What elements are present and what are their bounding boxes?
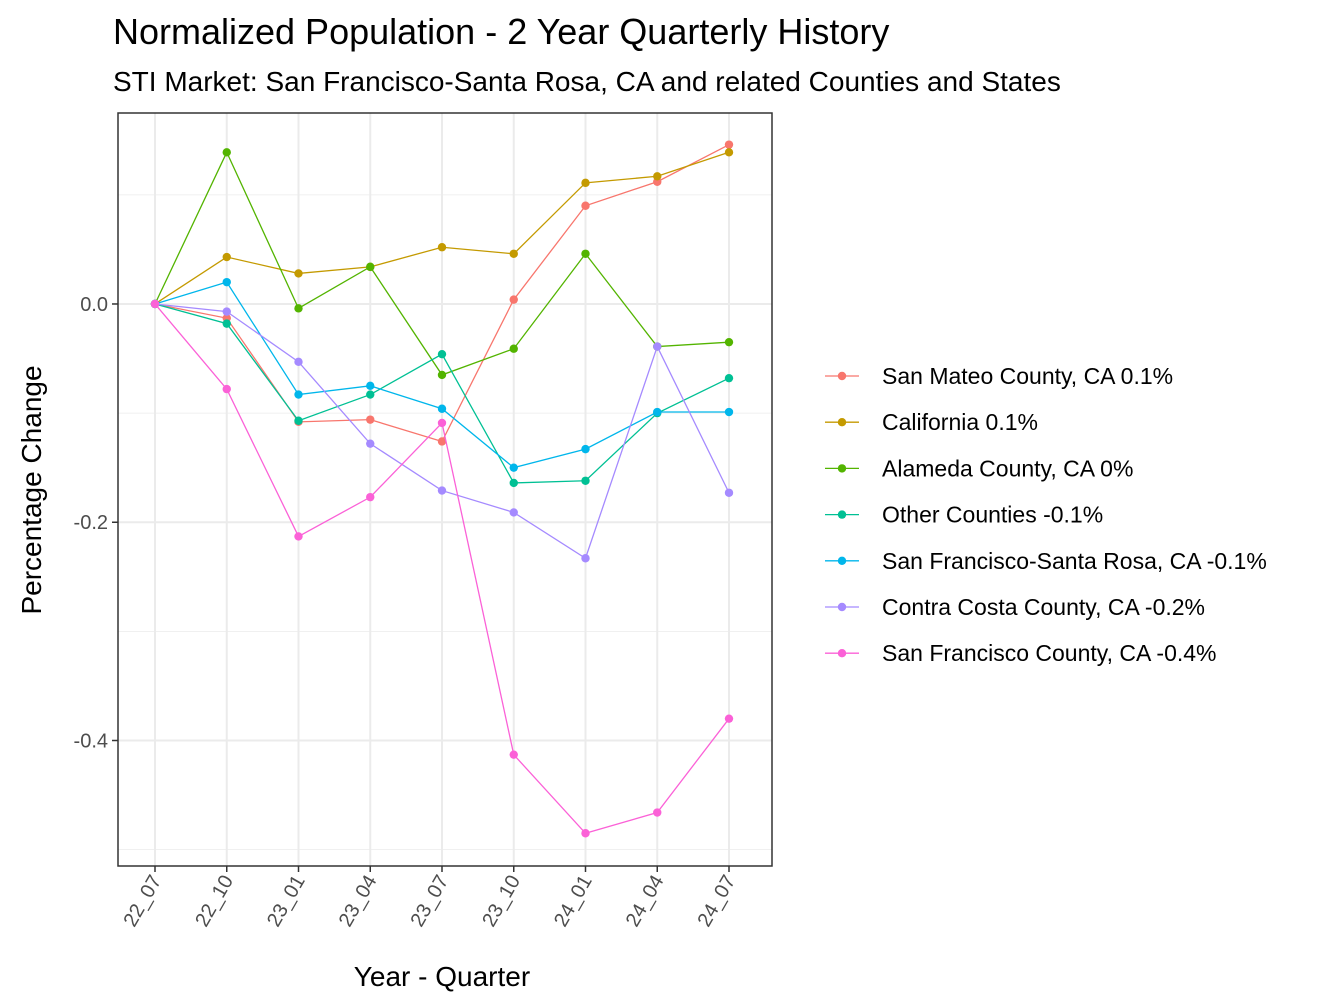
data-point — [366, 381, 375, 391]
legend-label: California 0.1% — [882, 409, 1038, 435]
data-point — [509, 750, 518, 759]
data-point — [222, 252, 231, 262]
data-point — [294, 390, 303, 399]
data-point — [653, 407, 662, 417]
data-point — [222, 384, 231, 394]
data-point — [724, 140, 734, 149]
data-point — [724, 488, 734, 497]
y-tick-label: 0.0 — [80, 294, 108, 316]
data-point — [437, 418, 447, 428]
data-point — [437, 370, 447, 380]
data-point — [294, 357, 303, 367]
data-point — [581, 476, 590, 485]
data-point — [509, 295, 518, 304]
data-point — [581, 178, 590, 188]
data-point — [437, 486, 447, 495]
legend-item: Other Counties -0.1% — [825, 502, 1103, 528]
data-point — [294, 269, 303, 278]
data-point — [724, 148, 734, 157]
data-point — [724, 337, 734, 347]
data-point — [222, 307, 231, 316]
data-point — [150, 299, 160, 309]
legend-key-point — [837, 556, 847, 565]
x-tick-label: 24_07 — [693, 872, 740, 931]
series-group — [150, 299, 734, 838]
data-point — [437, 243, 447, 252]
legend-item: Alameda County, CA 0% — [825, 455, 1133, 481]
legend-label: San Mateo County, CA 0.1% — [882, 363, 1173, 389]
data-point — [437, 349, 447, 359]
y-tick-label: -0.4 — [74, 731, 108, 753]
data-point — [366, 439, 375, 448]
data-point — [222, 148, 231, 157]
data-point — [581, 554, 590, 563]
x-tick-label: 23_07 — [406, 872, 453, 931]
data-point — [366, 390, 375, 399]
data-point — [653, 808, 662, 817]
data-point — [581, 829, 590, 838]
legend-key-point — [837, 464, 847, 473]
data-point — [509, 478, 518, 488]
x-axis-title: Year - Quarter — [354, 961, 530, 992]
y-axis-title: Percentage Change — [16, 365, 47, 614]
data-point — [294, 416, 303, 425]
x-tick-label: 23_01 — [263, 872, 310, 931]
data-point — [437, 437, 447, 446]
data-point — [653, 342, 662, 351]
legend-item: California 0.1% — [825, 409, 1038, 435]
x-tick-label: 23_04 — [335, 872, 382, 931]
x-axis: 22_07 22_10 23_01 23_04 23_07 23_10 24_01 24_04… — [119, 866, 740, 931]
data-point — [294, 532, 303, 541]
legend-key-point — [837, 510, 847, 519]
series-layer — [150, 140, 734, 838]
data-point — [724, 407, 734, 417]
data-point — [509, 344, 518, 353]
data-point — [581, 249, 590, 258]
x-tick-label: 24_01 — [550, 872, 597, 931]
legend-label: Contra Costa County, CA -0.2% — [882, 594, 1205, 620]
data-point — [509, 508, 518, 517]
chart-title: Normalized Population - 2 Year Quarterly… — [113, 11, 889, 52]
data-point — [366, 492, 375, 502]
legend-key-point — [837, 418, 847, 427]
legend-item: Contra Costa County, CA -0.2% — [825, 594, 1205, 620]
series-group — [150, 148, 734, 309]
data-point — [653, 172, 662, 181]
x-tick-label: 23_10 — [478, 872, 525, 931]
legend-label: San Francisco-Santa Rosa, CA -0.1% — [882, 548, 1267, 574]
data-point — [222, 277, 231, 287]
legend-item: San Francisco County, CA -0.4% — [825, 640, 1217, 666]
data-point — [366, 262, 375, 272]
x-tick-label: 22_10 — [191, 872, 238, 931]
data-point — [509, 463, 518, 472]
plot-area — [117, 112, 773, 867]
data-point — [724, 373, 734, 383]
data-point — [581, 444, 590, 454]
x-tick-label: 22_07 — [119, 872, 166, 931]
legend-key-point — [837, 649, 847, 658]
legend-key-point — [837, 602, 847, 612]
legend: San Mateo County, CA 0.1% California 0.1%… — [825, 363, 1267, 666]
data-point — [581, 201, 590, 210]
x-tick-label: 24_04 — [622, 872, 669, 931]
data-point — [294, 304, 303, 313]
data-point — [437, 404, 447, 413]
legend-label: Other Counties -0.1% — [882, 502, 1103, 528]
chart-subtitle: STI Market: San Francisco-Santa Rosa, CA… — [113, 66, 1061, 97]
y-tick-label: -0.2 — [74, 512, 108, 534]
legend-label: San Francisco County, CA -0.4% — [882, 640, 1217, 666]
legend-item: San Francisco-Santa Rosa, CA -0.1% — [825, 548, 1267, 574]
legend-label: Alameda County, CA 0% — [882, 455, 1133, 481]
data-point — [724, 714, 734, 723]
y-axis: 0.0 -0.2 -0.4 — [74, 294, 118, 753]
legend-key-point — [837, 371, 847, 381]
major-gridlines — [118, 113, 772, 866]
data-point — [509, 249, 518, 258]
plot-panel-border — [117, 112, 773, 867]
data-point — [222, 319, 231, 328]
data-point — [366, 415, 375, 424]
legend-item: San Mateo County, CA 0.1% — [825, 363, 1173, 389]
